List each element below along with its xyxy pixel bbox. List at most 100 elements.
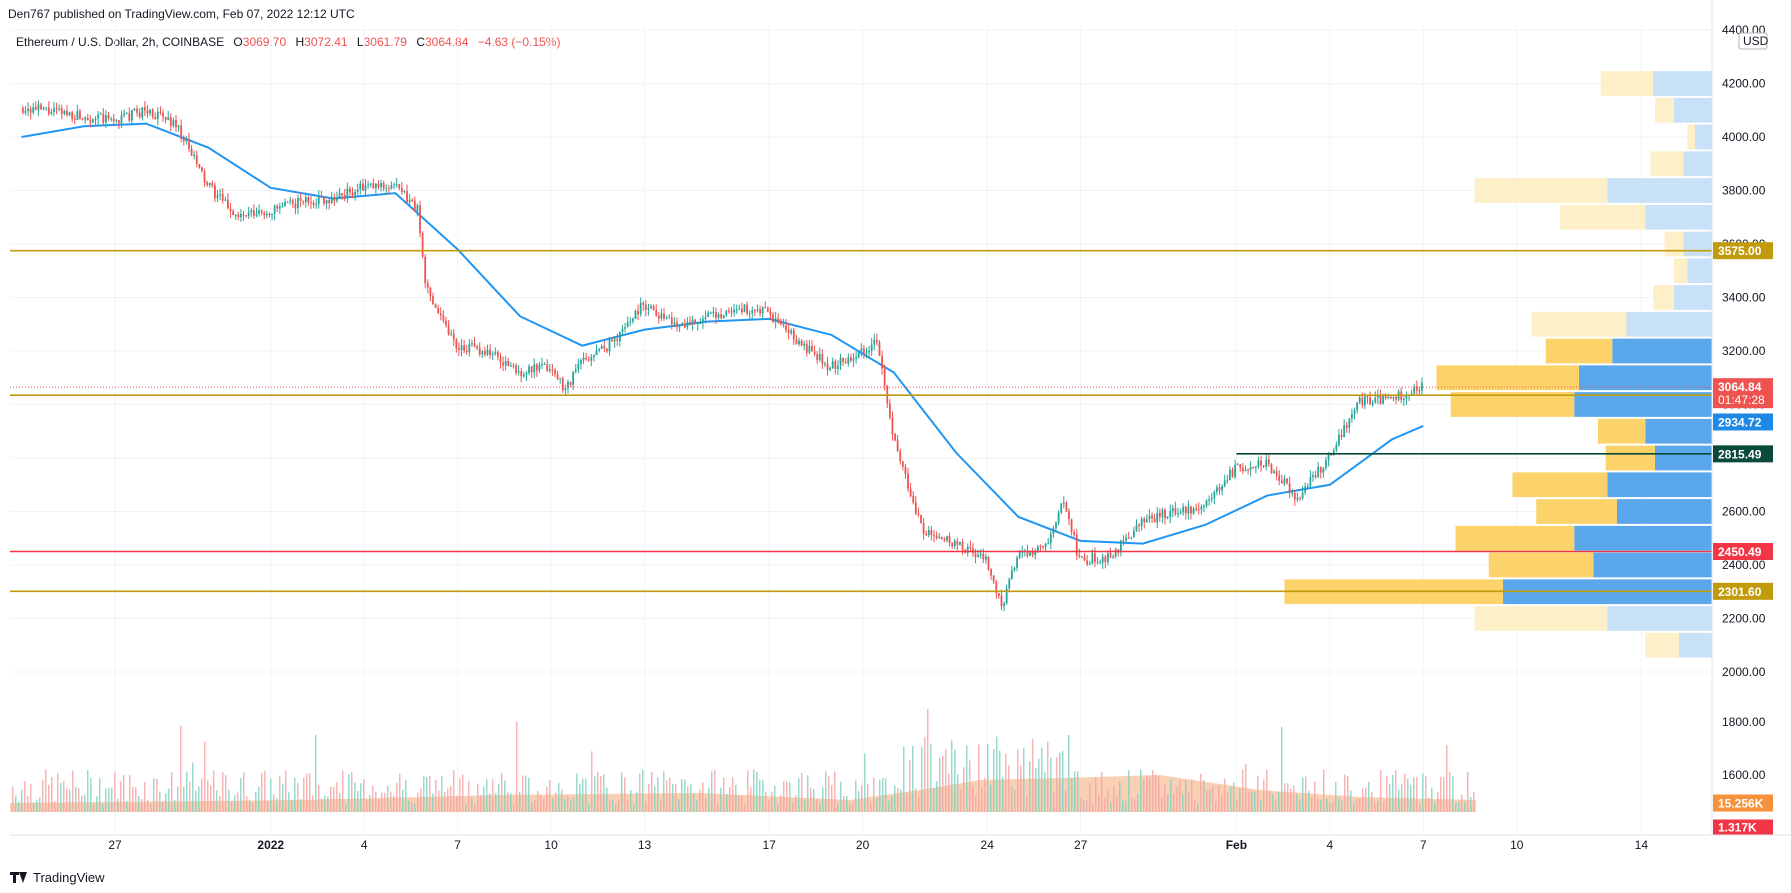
volume-bar [873, 777, 875, 812]
candle-body [346, 188, 349, 199]
candle-body [517, 371, 520, 373]
candle-body [907, 473, 909, 489]
candle-body [875, 339, 878, 343]
candle-body [1234, 464, 1237, 477]
volume-bar [816, 799, 818, 812]
candle-body [1114, 549, 1117, 557]
volume-bar [375, 791, 377, 812]
candle-body [81, 119, 84, 121]
volume-bar [615, 803, 617, 812]
candle-body [68, 112, 71, 116]
candle-body [782, 324, 785, 326]
volume-bar [609, 800, 611, 812]
volume-bar [396, 782, 398, 812]
candle-body [756, 309, 759, 311]
candle-body [297, 197, 299, 209]
candle-body [372, 183, 375, 189]
candle-body [416, 205, 419, 212]
candle-body [940, 536, 943, 540]
volume-bar [954, 749, 956, 812]
symbol-name[interactable]: Ethereum / U.S. Dollar, 2h, COINBASE [16, 35, 225, 49]
profile-bar-up [1600, 71, 1654, 96]
volume-bar [591, 751, 593, 812]
volume-bar [1173, 793, 1175, 812]
candle-body [1010, 570, 1013, 580]
volume-bar [819, 803, 821, 812]
candle-body [1000, 595, 1003, 607]
candle-body [735, 309, 738, 311]
volume-ma-tag-bg [1713, 794, 1773, 812]
volume-bar [42, 780, 44, 812]
volume-bar [1428, 797, 1430, 812]
volume-bar [495, 792, 497, 812]
candle-body [1395, 396, 1397, 400]
volume-bar [987, 743, 989, 812]
volume-bar [144, 782, 146, 812]
candle-body [203, 171, 206, 183]
volume-bar [1275, 799, 1277, 812]
candle-body [1392, 396, 1395, 399]
volume-bar [1116, 795, 1118, 812]
candle-body [728, 310, 730, 312]
time-tick-label: 10 [544, 838, 558, 852]
open-label: O [233, 35, 243, 49]
volume-bar [645, 801, 647, 812]
time-tick-label: 10 [1510, 838, 1524, 852]
price-tick-label: 4000.00 [1722, 130, 1766, 144]
candle-body [525, 373, 528, 375]
volume-bar [372, 785, 374, 812]
candle-body [715, 312, 717, 318]
candle-body [888, 403, 891, 418]
candle-body [92, 119, 94, 123]
volume-bar [624, 777, 626, 812]
volume-bar [102, 803, 104, 812]
volume-bar [453, 769, 455, 812]
volume-bar [1317, 798, 1319, 812]
tradingview-footer[interactable]: TradingView [10, 870, 105, 885]
candle-body [63, 110, 66, 115]
volume-bar [216, 790, 218, 812]
volume-bar [579, 783, 581, 812]
volume-bar [843, 795, 845, 812]
volume-bar [1245, 764, 1247, 812]
candle-body [953, 540, 956, 547]
candle-body [740, 308, 743, 313]
candle-body [712, 312, 715, 314]
candle-body [795, 339, 798, 345]
candle-body [1218, 487, 1221, 491]
volume-bar [228, 789, 230, 812]
candle-body [1405, 395, 1408, 400]
volume-bar [63, 781, 65, 812]
moving-average-line [21, 122, 1424, 545]
volume-bar [510, 793, 512, 812]
candle-body [193, 155, 196, 157]
volume-bar [711, 771, 713, 812]
volume-bar [1134, 798, 1136, 812]
profile-bar-up [1655, 97, 1674, 123]
volume-bar [519, 791, 521, 812]
candle-body [502, 362, 504, 366]
time-tick-label: 7 [1420, 838, 1427, 852]
volume-bar [273, 794, 275, 812]
candle-body [530, 366, 533, 373]
candle-body [655, 310, 658, 316]
profile-bar-down [1674, 97, 1712, 123]
volume-bar [1014, 789, 1016, 812]
volume-bar [138, 795, 140, 812]
volume-bar [1443, 776, 1445, 812]
volume-bar [720, 787, 722, 812]
volume-bar [1260, 799, 1262, 812]
candle-body [1348, 418, 1351, 428]
candle-body [777, 318, 780, 321]
volume-bar [927, 708, 929, 812]
volume-bar [1371, 791, 1373, 812]
candle-body [377, 183, 380, 188]
candle-body [556, 374, 559, 379]
volume-bar [942, 755, 944, 812]
price-tick-label: 4200.00 [1722, 77, 1766, 91]
candle-body [779, 320, 782, 325]
close-label: C [416, 35, 425, 49]
volume-bar [1152, 770, 1154, 812]
volume-bar [297, 782, 299, 812]
